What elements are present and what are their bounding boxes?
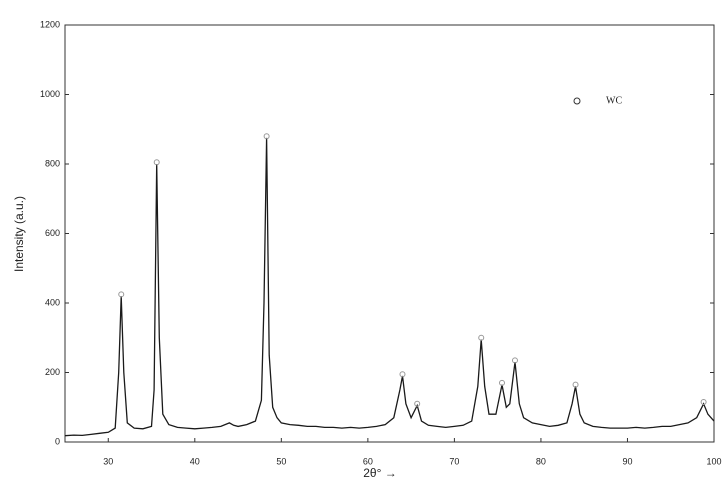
peak-marker — [118, 291, 125, 298]
x-tick-label: 80 — [536, 456, 546, 466]
peak-marker — [399, 371, 406, 378]
legend-marker — [573, 97, 581, 105]
x-tick-label: 40 — [190, 456, 200, 466]
peak-marker — [498, 379, 505, 386]
y-tick-label: 600 — [45, 228, 60, 238]
x-tick-label: 30 — [103, 456, 113, 466]
peak-marker — [153, 159, 160, 166]
y-tick-label: 0 — [55, 436, 60, 446]
y-axis-label: Intensity (a.u.) — [12, 196, 26, 272]
x-tick-label: 100 — [706, 456, 721, 466]
peak-marker — [511, 357, 518, 364]
x-tick-label: 90 — [622, 456, 632, 466]
y-tick-label: 1200 — [40, 19, 60, 29]
x-tick-label: 70 — [449, 456, 459, 466]
x-tick-label: 60 — [363, 456, 373, 466]
peak-marker — [478, 334, 485, 341]
x-tick-label: 50 — [276, 456, 286, 466]
peak-marker — [263, 133, 270, 140]
y-tick-label: 400 — [45, 297, 60, 307]
x-axis-label: 2θ° → — [363, 466, 396, 480]
legend-label: WC — [606, 95, 622, 106]
xrd-line — [64, 137, 715, 437]
plot-frame — [64, 24, 715, 443]
y-tick-label: 1000 — [40, 89, 60, 99]
y-tick-label: 200 — [45, 367, 60, 377]
y-tick-label: 800 — [45, 158, 60, 168]
peak-marker — [700, 399, 707, 406]
peak-marker — [572, 381, 579, 388]
peak-marker — [414, 400, 421, 407]
